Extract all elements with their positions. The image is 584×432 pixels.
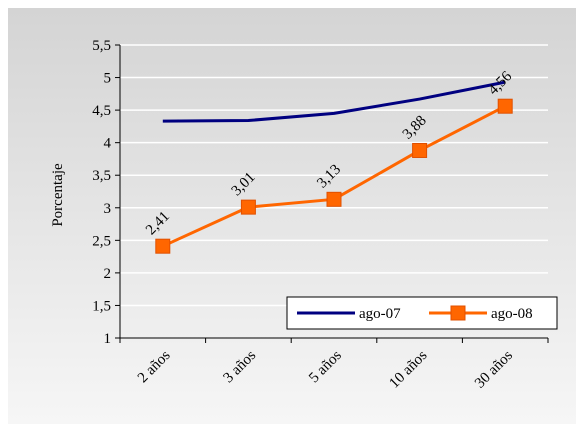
series-group (155, 80, 513, 254)
legend-marker (450, 305, 466, 321)
legend: ago-07 ago-08 (286, 296, 558, 330)
legend-label: ago-07 (359, 306, 401, 322)
data-point-marker (497, 98, 513, 114)
grid-lines (120, 44, 548, 307)
y-tick-label: 4,5 (92, 103, 111, 119)
data-point-marker (412, 142, 428, 158)
y-tick-label: 1 (104, 331, 112, 347)
y-axis-title: Porcentaje (50, 163, 66, 227)
data-point-marker (240, 199, 256, 215)
y-tick-label: 3,5 (92, 168, 111, 184)
y-tick-label: 4 (104, 136, 112, 152)
y-tick-label: 5 (104, 71, 112, 87)
axes (115, 44, 549, 343)
y-tick-label: 5,5 (92, 38, 111, 54)
data-point-marker (326, 191, 342, 207)
y-tick-label: 2,5 (92, 233, 111, 249)
y-tick-label: 3 (104, 201, 112, 217)
data-point-marker (155, 238, 171, 254)
series-line-ago-07 (162, 80, 506, 123)
legend-label: ago-08 (491, 306, 533, 322)
y-tick-label: 1,5 (92, 298, 111, 314)
y-tick-label: 2 (104, 266, 112, 282)
